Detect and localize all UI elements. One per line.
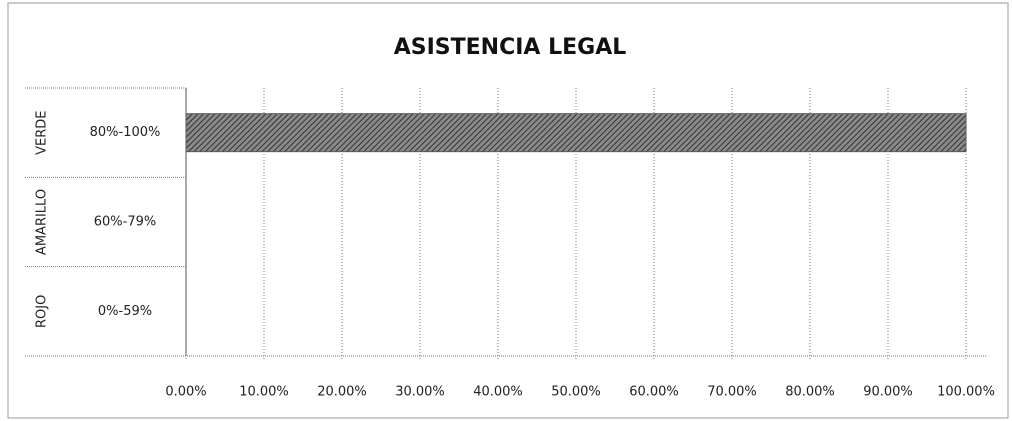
bar xyxy=(185,113,967,153)
x-tick-label: 60.00% xyxy=(629,385,679,400)
chart-title: ASISTENCIA LEGAL xyxy=(394,35,627,60)
group-label: ROJO xyxy=(35,295,50,328)
x-tick-label: 50.00% xyxy=(551,385,601,400)
category-label: 0%-59% xyxy=(98,304,152,319)
x-tick-label: 90.00% xyxy=(863,385,913,400)
group-label: AMARILLO xyxy=(35,189,50,255)
x-tick-label: 40.00% xyxy=(473,385,523,400)
group-label: VERDE xyxy=(35,110,50,154)
category-label: 60%-79% xyxy=(94,215,156,230)
x-tick-label: 80.00% xyxy=(785,385,835,400)
x-tick-label: 70.00% xyxy=(707,385,757,400)
category-label: 80%-100% xyxy=(90,125,161,140)
x-tick-label: 30.00% xyxy=(395,385,445,400)
x-tick-label: 10.00% xyxy=(239,385,289,400)
x-tick-label: 20.00% xyxy=(317,385,367,400)
chart-border xyxy=(7,2,1009,419)
x-tick-label: 0.00% xyxy=(165,385,206,400)
x-tick-label: 100.00% xyxy=(937,385,995,400)
